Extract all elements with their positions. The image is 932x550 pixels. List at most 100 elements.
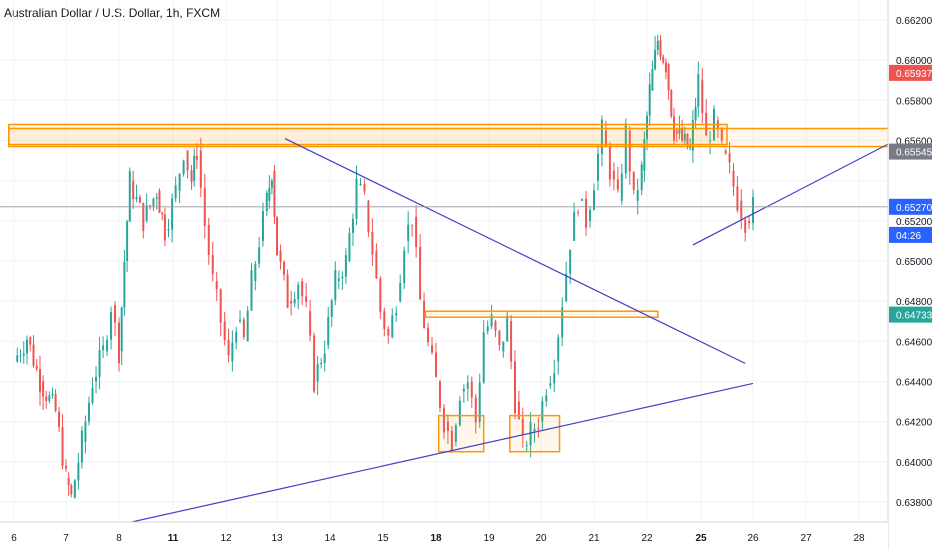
candle-body [128,171,131,222]
candle-body [438,381,441,408]
candle-body [126,221,129,261]
candle-body [565,273,568,302]
candle-body [293,299,296,304]
candle-body [399,282,402,302]
candle-body [118,322,120,364]
candle-body [720,128,723,141]
candle-body [58,411,61,428]
candle-body [337,278,340,282]
candle-body [39,368,41,393]
candle-body [728,153,731,163]
y-tick-label: 0.65200 [896,217,932,228]
candle-body [427,327,430,343]
candle-body [174,185,177,199]
candle-body [51,393,54,396]
candle-body [419,247,422,300]
candle-body [600,119,603,155]
candle-body [138,196,141,203]
price-badge-label: 0.65545 [896,148,932,159]
candle-body [348,232,351,261]
candle-body [110,312,113,340]
candle-body [612,170,615,180]
candle-body [553,373,556,384]
annotation-rectangle[interactable] [509,414,561,453]
candle-body [557,337,560,362]
x-tick-label: 12 [220,533,232,544]
candle-body [152,198,155,206]
candle-body [142,202,145,231]
candle-body [211,255,214,275]
candle-body [132,180,135,200]
price-badge [889,198,932,215]
price-badge [889,64,932,81]
candle-body [577,211,580,213]
annotation-rectangle[interactable] [8,127,900,148]
candle-body [283,261,286,275]
x-tick-label: 6 [11,533,17,544]
candle-body [359,183,362,185]
x-tick-label: 21 [588,533,600,544]
trendline[interactable] [68,382,754,537]
price-axis[interactable] [888,0,932,550]
candle-body [32,344,35,366]
annotation-rectangle[interactable] [424,310,659,318]
candle-body [514,361,516,414]
candle-body [98,350,101,377]
candle-body [632,171,635,190]
y-tick-label: 0.66200 [896,16,932,27]
candle-body [744,219,747,233]
candle-body [569,249,572,274]
y-tick-label: 0.64000 [896,458,932,469]
candle-body [149,205,152,207]
candle-body [309,311,312,336]
candle-body [604,130,607,147]
candle-body [334,269,337,301]
candle-body [537,428,540,430]
price-badge [889,306,932,323]
candle-body [207,224,210,256]
candle-body [87,402,90,422]
candle-body [171,198,174,230]
candle-body [120,307,123,352]
candle-body [290,301,293,304]
candle-body [407,224,410,241]
candle-body [35,365,38,369]
candle-body [367,200,370,233]
candle-body [73,480,76,498]
time-axis[interactable] [0,522,888,550]
x-tick-label: 7 [63,533,69,544]
x-tick-label: 13 [271,533,283,544]
candle-body [454,425,457,442]
candle-body [265,192,268,212]
candle-body [227,339,230,356]
candle-body [16,355,19,362]
price-badge-label: 0.64733 [896,311,932,322]
candle-body [664,62,667,73]
candle-body [123,262,126,308]
trendline[interactable] [284,137,746,364]
candle-body [167,229,170,231]
candle-body [341,276,344,279]
annotation-rectangle[interactable] [437,414,485,453]
candle-body [80,430,83,463]
candle-body [219,289,222,323]
candle-body [276,216,278,256]
candle-body [215,281,218,290]
candle-body [273,170,276,217]
x-tick-label: 28 [853,533,865,544]
price-badge-label: 0.65937 [896,69,932,80]
candle-body [648,84,651,116]
price-badge-label: 0.65270 [896,203,932,214]
candle-body [254,263,257,282]
candle-body [163,214,166,241]
candle-body [26,339,28,354]
candle-body [545,395,548,402]
candle-body [305,296,308,302]
candle-body [67,477,70,486]
candle-body [54,393,57,411]
candle-body [239,319,242,322]
candle-body [223,321,226,340]
candle-body [446,421,449,431]
